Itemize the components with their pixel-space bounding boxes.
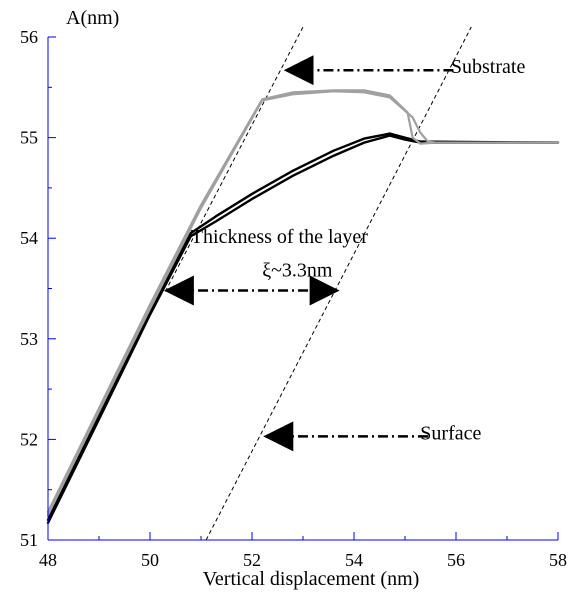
annotation-layer: Substrate Thickness of the layer ξ~3.3nm Su… [163, 55, 526, 452]
x-tick-label-50: 50 [141, 550, 159, 570]
x-tick-label-58: 58 [549, 550, 567, 570]
guide-line-2 [205, 26, 472, 541]
y-tick-label-55: 55 [20, 128, 38, 148]
x-tick-label-48: 48 [39, 550, 57, 570]
x-tick-label-54: 54 [345, 550, 363, 570]
x-tick-label-56: 56 [447, 550, 465, 570]
x-axis-label: Vertical displacement (nm) [203, 568, 420, 590]
y-axis-label: A(nm) [66, 7, 119, 29]
series-line-2 [46, 134, 560, 525]
x-tick-label-52: 52 [243, 550, 261, 570]
y-tick-label-53: 53 [20, 329, 38, 349]
y-tick-label-54: 54 [20, 228, 38, 248]
y-tick-label-56: 56 [20, 27, 38, 47]
axis-layer: 48 50 52 54 56 58 51 52 53 54 55 56 Vertical displac… [20, 7, 567, 590]
y-tick-label-52: 52 [20, 429, 38, 449]
annotation-label-4: Surface [420, 422, 481, 444]
annotation-label-3: ξ~3.3nm [262, 259, 333, 281]
annotation-label-2: Thickness of the layer [191, 226, 368, 248]
series-line-3 [46, 89, 560, 513]
series-line-1 [46, 132, 560, 522]
series-line-4 [46, 90, 560, 516]
guide-line-1 [164, 26, 304, 292]
annotation-label-1: Substrate [451, 56, 526, 78]
plot-layer [46, 26, 560, 541]
y-tick-label-51: 51 [20, 530, 38, 550]
